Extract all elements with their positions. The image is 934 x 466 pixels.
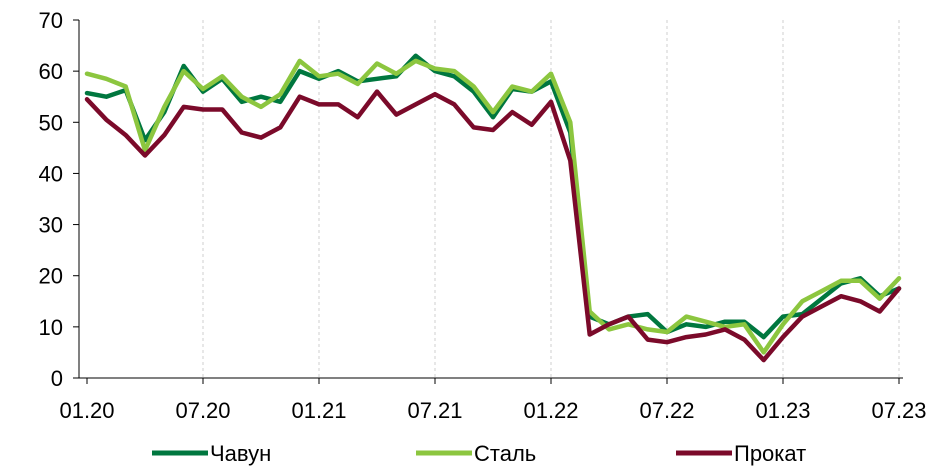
y-tick-label: 10 [39, 315, 63, 340]
x-tick-label: 01.22 [523, 398, 578, 423]
x-tick-label: 01.23 [755, 398, 810, 423]
series-line-2 [84, 58, 902, 355]
x-tick-label: 01.20 [59, 398, 114, 423]
x-tick-label: 01.21 [291, 398, 346, 423]
x-tick-label: 07.22 [639, 398, 694, 423]
y-tick-label: 20 [39, 264, 63, 289]
y-tick-label: 50 [39, 110, 63, 135]
series-line-1 [84, 53, 902, 340]
legend-label: Чавун [210, 441, 271, 466]
legend: Чавун Сталь Прокат [152, 441, 806, 466]
y-tick-labels: 0 10 20 30 40 50 60 70 [39, 8, 63, 391]
x-tick-label: 07.21 [407, 398, 462, 423]
y-tick-label: 30 [39, 213, 63, 238]
y-tick-label: 40 [39, 161, 63, 186]
y-tick-label: 0 [51, 366, 63, 391]
axes [73, 19, 903, 384]
y-tick-label: 70 [39, 8, 63, 33]
series-line-3 [84, 89, 902, 363]
x-tick-label: 07.23 [871, 398, 926, 423]
series-lines [84, 53, 902, 363]
y-tick-label: 60 [39, 59, 63, 84]
x-tick-labels: 01.20 07.20 01.21 07.21 01.22 07.22 01.23 07.23 [59, 398, 926, 423]
legend-label: Прокат [734, 441, 806, 466]
legend-label: Сталь [474, 441, 536, 466]
x-tick-label: 07.20 [175, 398, 230, 423]
